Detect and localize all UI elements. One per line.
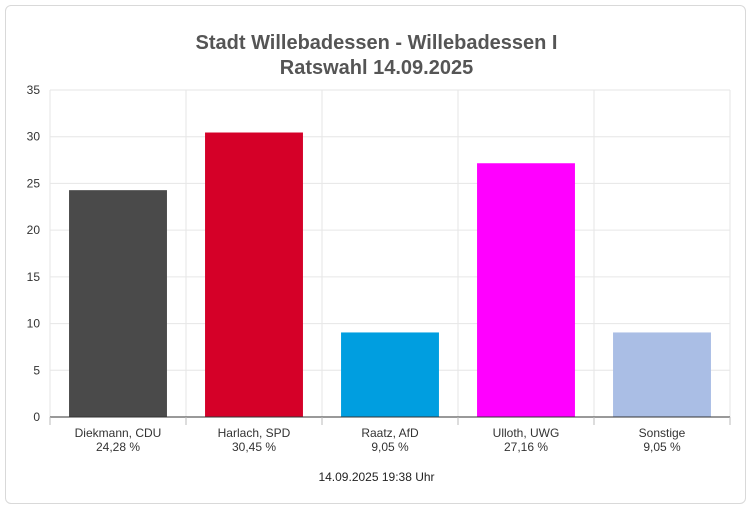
y-tick-label: 30 bbox=[27, 130, 41, 144]
chart-title: Stadt Willebadessen - Willebadessen I bbox=[195, 32, 558, 54]
x-tick-label: Diekmann, CDU bbox=[75, 426, 162, 440]
x-tick-label: Sonstige bbox=[639, 426, 686, 440]
x-value-label: 9,05 % bbox=[643, 440, 681, 454]
y-tick-label: 35 bbox=[27, 83, 41, 97]
y-tick-label: 20 bbox=[27, 223, 41, 237]
y-tick-label: 0 bbox=[33, 410, 40, 424]
bar bbox=[477, 163, 575, 417]
x-tick-label: Ulloth, UWG bbox=[493, 426, 560, 440]
y-tick-label: 5 bbox=[33, 363, 40, 377]
bar bbox=[341, 332, 439, 417]
y-tick-label: 15 bbox=[27, 270, 41, 284]
bar bbox=[69, 190, 167, 417]
x-value-label: 24,28 % bbox=[96, 440, 140, 454]
timestamp-footer: 14.09.2025 19:38 Uhr bbox=[318, 470, 435, 484]
y-tick-label: 10 bbox=[27, 317, 41, 331]
bar bbox=[613, 332, 711, 417]
x-value-label: 27,16 % bbox=[504, 440, 548, 454]
x-value-label: 9,05 % bbox=[371, 440, 409, 454]
bar bbox=[205, 132, 303, 417]
x-value-label: 30,45 % bbox=[232, 440, 276, 454]
y-tick-label: 25 bbox=[27, 176, 41, 190]
x-tick-label: Harlach, SPD bbox=[218, 426, 291, 440]
x-tick-label: Raatz, AfD bbox=[361, 426, 419, 440]
chart-subtitle: Ratswahl 14.09.2025 bbox=[279, 57, 474, 79]
